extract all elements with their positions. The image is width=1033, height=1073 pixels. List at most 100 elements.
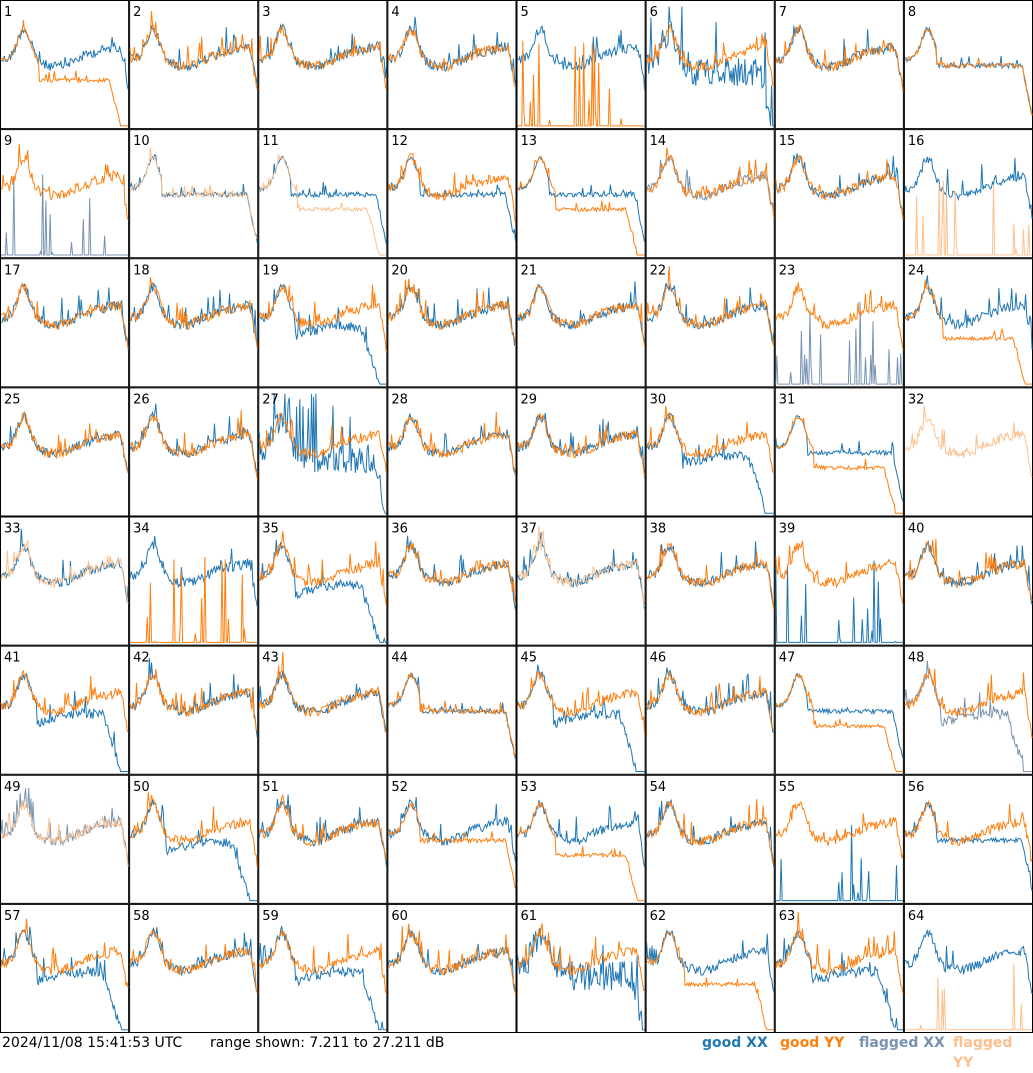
series-xx bbox=[387, 413, 516, 475]
panel-label: 39 bbox=[779, 522, 796, 537]
series-yy bbox=[0, 411, 129, 473]
series-xx bbox=[258, 23, 387, 79]
panel-label: 19 bbox=[262, 263, 279, 278]
panel-37: 37 bbox=[516, 516, 646, 646]
legend-good-yy: good YY bbox=[780, 1035, 845, 1051]
legend-flagged-yy: flagged YY bbox=[953, 1035, 1013, 1071]
panel-label: 28 bbox=[391, 392, 408, 407]
panel-label: 13 bbox=[521, 134, 538, 149]
panel-43: 43 bbox=[258, 645, 388, 775]
series-xx bbox=[646, 6, 774, 127]
panel-label: 6 bbox=[650, 5, 658, 20]
panel-16: 16 bbox=[903, 129, 1033, 259]
series-yy bbox=[775, 540, 904, 606]
series-yy bbox=[646, 931, 774, 1031]
series-yy bbox=[0, 143, 129, 221]
panel-label: 56 bbox=[908, 780, 925, 795]
panel-28: 28 bbox=[387, 387, 517, 517]
panel-label: 50 bbox=[133, 780, 150, 795]
series-yy bbox=[517, 283, 646, 347]
panel-39: 39 bbox=[774, 516, 904, 646]
timestamp: 2024/11/08 15:41:53 UTC bbox=[2, 1035, 183, 1051]
series-yy bbox=[0, 669, 129, 733]
series-xx bbox=[904, 660, 1032, 772]
panel-label: 8 bbox=[908, 5, 916, 20]
panel-52: 52 bbox=[387, 774, 517, 904]
series-xx bbox=[258, 925, 387, 1031]
series-yy bbox=[388, 923, 516, 996]
panel-label: 30 bbox=[650, 392, 667, 407]
panel-label: 1 bbox=[4, 5, 12, 20]
series-yy bbox=[258, 531, 387, 607]
panel-11: 11 bbox=[258, 129, 388, 259]
panel-54: 54 bbox=[645, 774, 775, 904]
series-yy bbox=[646, 23, 774, 86]
series-xx bbox=[775, 153, 904, 219]
panel-label: 35 bbox=[262, 522, 279, 537]
series-xx bbox=[646, 798, 775, 867]
series-xx bbox=[517, 281, 646, 344]
panel-59: 59 bbox=[258, 903, 388, 1033]
panel-57: 57 bbox=[0, 903, 130, 1033]
panel-2: 2 bbox=[129, 0, 259, 130]
series-yy bbox=[646, 541, 775, 610]
panel-14: 14 bbox=[645, 129, 775, 259]
panel-label: 48 bbox=[908, 651, 925, 666]
panel-label: 3 bbox=[262, 5, 270, 20]
panel-3: 3 bbox=[258, 0, 388, 130]
panel-label: 16 bbox=[908, 134, 925, 149]
panel-50: 50 bbox=[129, 774, 259, 904]
series-yy bbox=[775, 416, 903, 514]
footer: 2024/11/08 15:41:53 UTC range shown: 7.2… bbox=[0, 1033, 1033, 1071]
panel-13: 13 bbox=[516, 129, 646, 259]
panel-label: 5 bbox=[521, 5, 529, 20]
series-xx bbox=[775, 301, 903, 385]
series-xx bbox=[258, 283, 387, 385]
panel-frame bbox=[258, 516, 388, 646]
series-yy bbox=[259, 154, 387, 256]
panel-22: 22 bbox=[645, 258, 775, 388]
series-yy bbox=[517, 40, 645, 128]
panel-label: 10 bbox=[133, 134, 150, 149]
panel-56: 56 bbox=[903, 774, 1033, 904]
panel-label: 25 bbox=[4, 392, 21, 407]
series-yy bbox=[904, 538, 1033, 601]
panel-23: 23 bbox=[774, 258, 904, 388]
series-xx bbox=[258, 393, 387, 514]
series-yy bbox=[775, 801, 904, 859]
panel-5: 5 bbox=[516, 0, 646, 130]
series-yy bbox=[258, 284, 387, 353]
panel-label: 54 bbox=[650, 780, 667, 795]
series-xx bbox=[517, 532, 646, 610]
panel-label: 44 bbox=[391, 651, 408, 666]
panel-frame bbox=[0, 903, 130, 1033]
panel-label: 11 bbox=[262, 134, 279, 149]
panel-44: 44 bbox=[387, 645, 517, 775]
series-xx bbox=[130, 926, 258, 991]
series-yy bbox=[258, 412, 387, 474]
series-yy bbox=[387, 153, 516, 223]
panel-label: 29 bbox=[521, 392, 538, 407]
series-yy bbox=[0, 281, 129, 350]
panel-frame bbox=[0, 774, 130, 904]
series-yy bbox=[129, 410, 258, 479]
panel-35: 35 bbox=[258, 516, 388, 646]
panel-12: 12 bbox=[387, 129, 517, 259]
series-yy bbox=[904, 799, 1033, 864]
series-yy bbox=[129, 277, 258, 349]
panel-4: 4 bbox=[387, 0, 517, 130]
series-yy bbox=[646, 798, 775, 865]
legend-flagged-xx: flagged XX bbox=[859, 1035, 945, 1051]
series-yy bbox=[646, 670, 775, 731]
panel-label: 62 bbox=[650, 909, 667, 924]
series-yy bbox=[387, 802, 516, 890]
panel-61: 61 bbox=[516, 903, 646, 1033]
panel-label: 36 bbox=[391, 522, 408, 537]
series-yy bbox=[387, 27, 516, 88]
series-yy bbox=[0, 918, 129, 989]
panel-26: 26 bbox=[129, 387, 259, 517]
panel-38: 38 bbox=[645, 516, 775, 646]
panel-label: 14 bbox=[650, 134, 667, 149]
series-xx bbox=[130, 24, 258, 85]
series-yy bbox=[129, 11, 258, 90]
